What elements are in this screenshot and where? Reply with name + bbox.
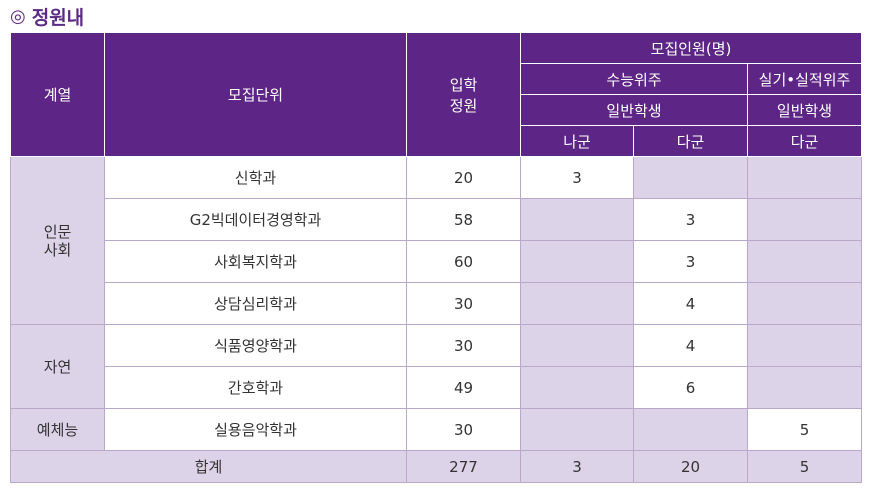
table-row: 예체능 실용음악학과 30 5 — [10, 408, 863, 451]
dept-name: 상담심리학과 — [104, 282, 407, 325]
group-humanities-line2: 사회 — [43, 240, 72, 259]
suneung-da-cell — [633, 156, 748, 199]
practical-da-cell: 5 — [746, 408, 863, 451]
suneung-da-cell: 4 — [633, 324, 748, 367]
quota-cell: 30 — [406, 408, 521, 451]
dept-name: 사회복지학과 — [104, 240, 407, 283]
total-practical-da: 5 — [746, 450, 863, 483]
group-science: 자연 — [10, 324, 105, 409]
suneung-da-cell: 3 — [633, 198, 748, 241]
group-arts: 예체능 — [10, 408, 105, 451]
total-suneung-da: 20 — [633, 450, 748, 483]
header-general-suneung: 일반학생 — [520, 94, 748, 126]
header-category: 계열 — [10, 32, 105, 157]
admission-quota-table: 계열 모집단위 입학 정원 모집인원(명) 수능위주 실기•실적위주 일반학생 … — [10, 32, 863, 483]
header-nagun: 나군 — [520, 125, 634, 157]
suneung-na-cell — [520, 408, 634, 451]
header-quota-line1: 입학 — [449, 75, 478, 94]
total-row: 합계 277 3 20 5 — [10, 450, 863, 483]
dept-name: 간호학과 — [104, 366, 407, 409]
suneung-da-cell: 6 — [633, 366, 748, 409]
practical-da-cell — [746, 198, 863, 241]
suneung-da-cell: 3 — [633, 240, 748, 283]
suneung-da-cell: 4 — [633, 282, 748, 325]
suneung-na-cell — [520, 240, 634, 283]
quota-cell: 20 — [406, 156, 521, 199]
section-title: ◎ 정원내 — [10, 2, 84, 30]
double-circle-icon: ◎ — [10, 5, 26, 27]
dept-name: G2빅데이터경영학과 — [104, 198, 407, 241]
quota-cell: 60 — [406, 240, 521, 283]
header-unit: 모집단위 — [104, 32, 407, 157]
practical-da-cell — [746, 366, 863, 409]
practical-da-cell — [746, 282, 863, 325]
dept-name: 신학과 — [104, 156, 407, 199]
suneung-na-cell — [520, 282, 634, 325]
dept-name: 식품영양학과 — [104, 324, 407, 367]
total-suneung-na: 3 — [520, 450, 634, 483]
table-row: G2빅데이터경영학과 58 3 — [11, 198, 863, 241]
header-dagun-suneung: 다군 — [633, 125, 748, 157]
suneung-na-cell — [520, 198, 634, 241]
total-label: 합계 — [10, 450, 407, 483]
quota-cell: 49 — [406, 366, 521, 409]
table-row: 인문 사회 신학과 20 3 — [10, 156, 863, 325]
group-humanities-line1: 인문 — [43, 222, 72, 241]
header-quota-line2: 정원 — [449, 96, 478, 115]
header-dagun-practical: 다군 — [746, 125, 863, 157]
suneung-na-cell — [520, 366, 634, 409]
table-row: 자연 식품영양학과 30 4 — [10, 324, 863, 409]
header-quota: 입학 정원 — [406, 32, 521, 157]
header-suneung: 수능위주 — [520, 63, 748, 95]
practical-da-cell — [746, 324, 863, 367]
suneung-na-cell: 3 — [520, 156, 634, 199]
quota-cell: 30 — [406, 282, 521, 325]
header-practical: 실기•실적위주 — [746, 63, 863, 95]
group-humanities: 인문 사회 — [10, 156, 105, 325]
practical-da-cell — [746, 240, 863, 283]
header-general-practical: 일반학생 — [746, 94, 863, 126]
header-recruit: 모집인원(명) — [519, 32, 863, 64]
dept-name: 실용음악학과 — [104, 408, 407, 451]
suneung-da-cell — [633, 408, 748, 451]
table-row: 사회복지학과 60 3 — [11, 240, 863, 283]
quota-cell: 30 — [406, 324, 521, 367]
table-row: 상담심리학과 30 4 — [11, 282, 863, 325]
suneung-na-cell — [520, 324, 634, 367]
quota-cell: 58 — [406, 198, 521, 241]
table-row: 간호학과 49 6 — [11, 366, 863, 409]
section-title-text: 정원내 — [31, 6, 85, 29]
practical-da-cell — [746, 156, 863, 199]
total-quota: 277 — [406, 450, 521, 483]
